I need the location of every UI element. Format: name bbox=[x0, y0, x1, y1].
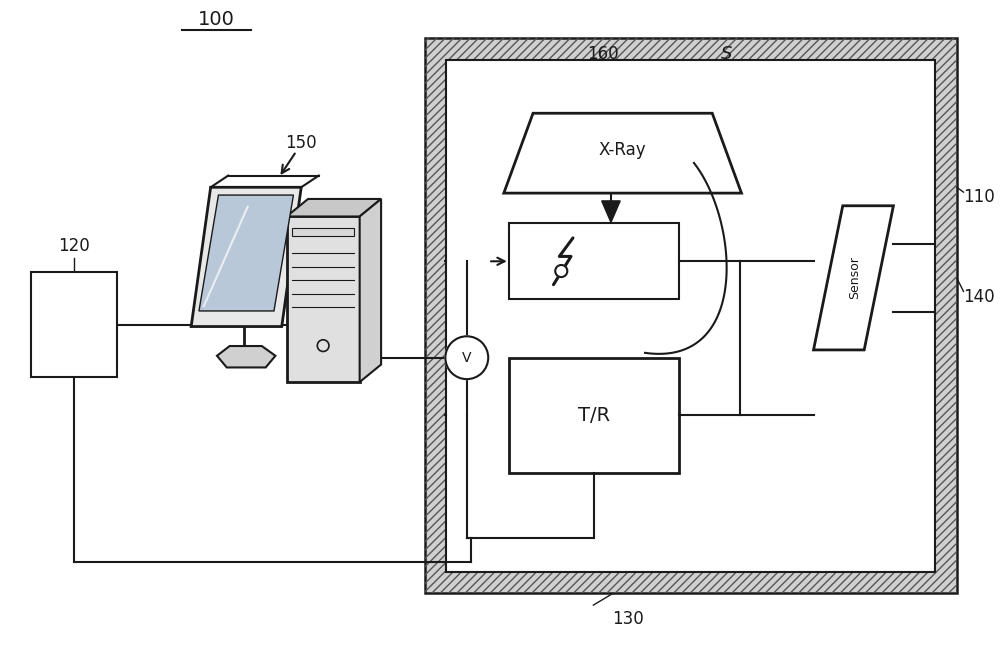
Text: V: V bbox=[462, 351, 472, 365]
Text: 100: 100 bbox=[198, 10, 235, 28]
Bar bbox=[509, 358, 679, 473]
Text: 110: 110 bbox=[964, 188, 995, 206]
Polygon shape bbox=[602, 201, 620, 222]
Text: 120: 120 bbox=[58, 236, 90, 255]
Bar bbox=[509, 224, 679, 299]
Circle shape bbox=[445, 337, 488, 379]
Polygon shape bbox=[814, 206, 893, 350]
Polygon shape bbox=[199, 195, 293, 311]
Polygon shape bbox=[287, 199, 381, 216]
Text: 150: 150 bbox=[285, 134, 317, 152]
Polygon shape bbox=[217, 346, 275, 368]
Text: S: S bbox=[721, 45, 733, 63]
Bar bbox=[425, 38, 957, 594]
Circle shape bbox=[555, 265, 567, 277]
Bar bbox=[292, 227, 354, 236]
Text: T/R: T/R bbox=[578, 406, 610, 424]
Text: X-Ray: X-Ray bbox=[599, 141, 646, 160]
Text: 160: 160 bbox=[587, 45, 619, 63]
Bar bbox=[425, 38, 957, 594]
Bar bbox=[446, 59, 935, 572]
Polygon shape bbox=[360, 199, 381, 382]
Text: Sensor: Sensor bbox=[848, 256, 861, 299]
Bar bbox=[31, 272, 117, 377]
Polygon shape bbox=[504, 113, 741, 193]
Bar bbox=[287, 216, 360, 382]
Text: 140: 140 bbox=[964, 288, 995, 306]
Polygon shape bbox=[191, 187, 301, 326]
Text: 130: 130 bbox=[612, 610, 643, 628]
